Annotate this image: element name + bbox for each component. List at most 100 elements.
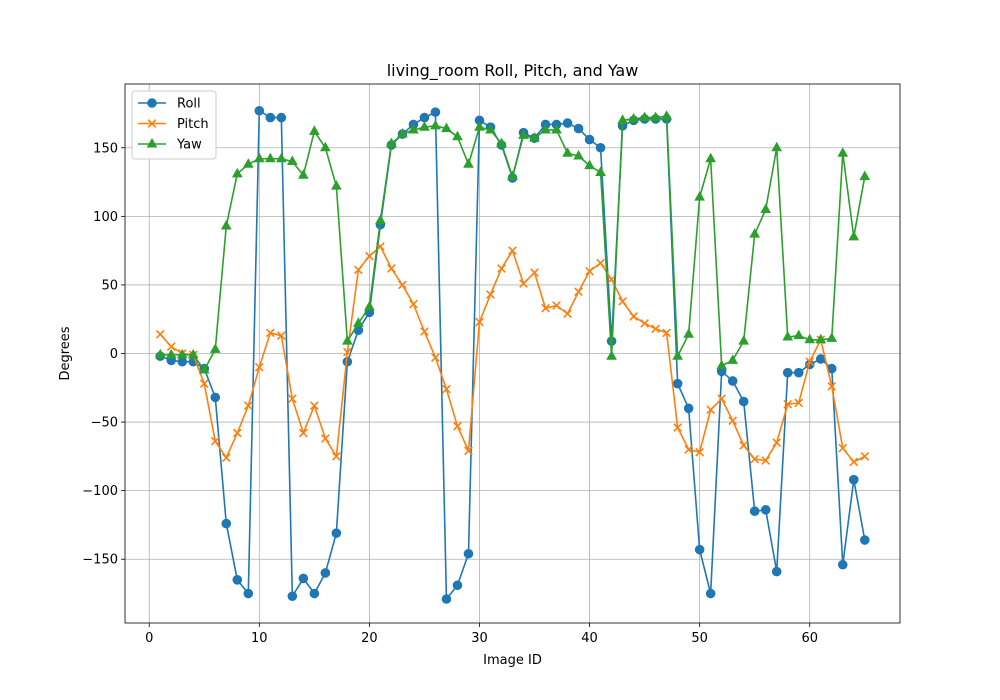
yaw-point bbox=[562, 147, 573, 157]
yaw-point bbox=[308, 125, 320, 135]
yaw-point bbox=[859, 170, 871, 181]
pitch-point bbox=[387, 264, 396, 273]
yaw-point bbox=[320, 141, 331, 152]
pitch-point bbox=[673, 423, 682, 432]
pitch-point bbox=[629, 312, 638, 321]
legend-marker-pitch bbox=[147, 119, 157, 128]
roll-point bbox=[738, 396, 749, 407]
pitch-point bbox=[254, 362, 264, 372]
pitch-point bbox=[530, 268, 539, 277]
roll-point bbox=[573, 123, 584, 134]
yaw-point bbox=[220, 219, 232, 230]
pitch-point bbox=[420, 327, 429, 336]
legend: Roll Pitch Yaw bbox=[131, 90, 217, 160]
yaw-point bbox=[837, 147, 849, 157]
yaw-point bbox=[683, 328, 694, 338]
yaw-point bbox=[573, 149, 584, 160]
legend-label-yaw: Yaw bbox=[176, 138, 202, 153]
legend-marker-roll bbox=[147, 98, 157, 108]
pitch-point bbox=[838, 443, 848, 453]
yaw-point bbox=[452, 130, 463, 141]
yaw-point bbox=[540, 123, 551, 134]
yaw-point bbox=[749, 228, 761, 238]
pitch-point bbox=[431, 353, 440, 362]
legend-label-roll: Roll bbox=[177, 97, 201, 112]
yaw-point bbox=[275, 152, 287, 163]
x-tick-label: 60 bbox=[801, 631, 818, 646]
yaw-point bbox=[209, 343, 221, 353]
roll-point bbox=[221, 518, 232, 529]
yaw-point bbox=[672, 350, 683, 360]
pitch-point bbox=[717, 394, 727, 404]
roll-point bbox=[562, 118, 573, 128]
x-axis-label: Image ID bbox=[483, 653, 542, 668]
pitch-point bbox=[827, 382, 837, 391]
roll-point bbox=[760, 505, 771, 515]
yaw-point bbox=[231, 167, 243, 178]
yaw-point bbox=[760, 203, 772, 213]
yaw-point bbox=[782, 331, 794, 341]
pitch-point bbox=[486, 290, 495, 299]
y-tick-label: 0 bbox=[110, 347, 118, 362]
yaw-point bbox=[507, 170, 518, 181]
pitch-point bbox=[497, 264, 506, 273]
yaw-point bbox=[474, 121, 485, 131]
x-tick-label: 20 bbox=[361, 631, 378, 646]
yaw-point bbox=[441, 122, 452, 133]
pitch-point bbox=[243, 401, 253, 410]
roll-point bbox=[837, 559, 848, 570]
pitch-point bbox=[563, 309, 572, 319]
yaw-point bbox=[804, 333, 816, 344]
pitch-point bbox=[398, 280, 407, 290]
roll-point bbox=[287, 591, 298, 602]
pitch-point bbox=[695, 447, 705, 457]
pitch-point bbox=[519, 279, 528, 288]
roll-point bbox=[331, 528, 342, 538]
pitch-point bbox=[651, 324, 660, 334]
yaw-point bbox=[496, 137, 507, 148]
roll-point bbox=[320, 568, 331, 578]
roll-point bbox=[298, 573, 309, 584]
pitch-point bbox=[618, 297, 627, 306]
yaw-point bbox=[286, 155, 298, 165]
yaw-point bbox=[738, 335, 750, 345]
roll-point bbox=[848, 474, 859, 485]
roll-point bbox=[672, 378, 683, 389]
pitch-point bbox=[453, 421, 462, 431]
yaw-point bbox=[198, 363, 210, 374]
x-tick-label: 0 bbox=[145, 631, 153, 646]
roll-point bbox=[276, 112, 287, 123]
yaw-point bbox=[551, 123, 562, 134]
x-tick-label: 10 bbox=[251, 631, 268, 646]
pitch-point bbox=[728, 416, 738, 426]
yaw-point bbox=[419, 121, 430, 131]
yaw-point bbox=[397, 128, 408, 138]
pitch-point bbox=[849, 457, 859, 467]
pitch-point bbox=[640, 318, 649, 328]
yaw-point bbox=[815, 333, 827, 344]
roll-point bbox=[441, 594, 452, 604]
pitch-point bbox=[739, 441, 749, 450]
pitch-point bbox=[409, 299, 418, 309]
pitch-point bbox=[684, 445, 694, 454]
roll-point bbox=[727, 376, 738, 386]
pitch-point bbox=[860, 451, 870, 461]
roll-point bbox=[771, 566, 782, 577]
yaw-point bbox=[242, 158, 254, 168]
roll-point bbox=[749, 506, 760, 517]
pitch-point bbox=[166, 342, 176, 352]
yaw-point bbox=[253, 152, 265, 163]
pitch-point bbox=[464, 446, 473, 456]
pitch-point bbox=[210, 436, 220, 446]
roll-point bbox=[683, 403, 694, 414]
roll-point bbox=[694, 544, 705, 555]
yaw-point bbox=[727, 354, 739, 364]
pitch-point bbox=[343, 347, 352, 357]
yaw-point bbox=[264, 152, 276, 163]
pitch-point bbox=[761, 456, 771, 465]
pitch-point bbox=[574, 287, 583, 297]
yaw-point bbox=[154, 348, 166, 359]
yaw-point bbox=[771, 141, 783, 152]
roll-point bbox=[177, 356, 188, 367]
yaw-point bbox=[661, 110, 672, 120]
